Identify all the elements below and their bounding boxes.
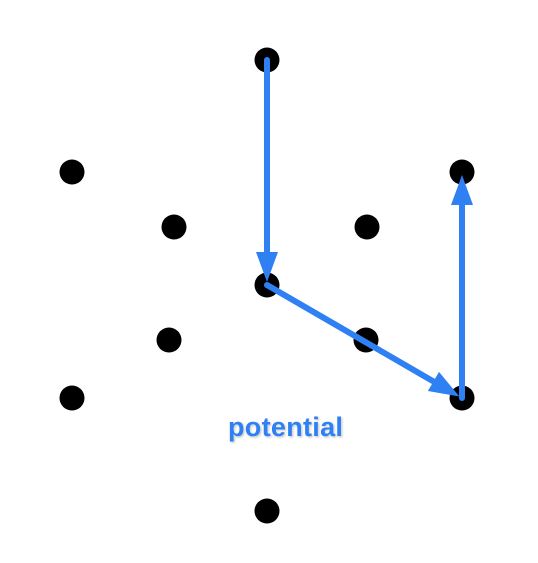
dot-upper-right bbox=[449, 159, 475, 185]
dot-inner-upper-left bbox=[161, 214, 187, 240]
dot-upper-left bbox=[59, 159, 85, 185]
arrow-top-to-center-head bbox=[256, 252, 278, 282]
arrow-center-to-lower-right-shaft bbox=[264, 282, 439, 386]
arrow-top-to-center bbox=[256, 57, 278, 282]
dots-layer bbox=[59, 47, 475, 524]
arrow-lower-right-to-upper-right-head bbox=[451, 175, 473, 205]
arrow-center-to-lower-right bbox=[264, 282, 460, 397]
arrows-layer bbox=[256, 57, 473, 401]
dot-inner-upper-right bbox=[354, 214, 380, 240]
dot-bottom bbox=[254, 498, 280, 524]
potential-label: potential bbox=[228, 412, 344, 442]
dot-inner-lower-left bbox=[156, 327, 182, 353]
arrow-center-to-lower-right-head bbox=[427, 371, 460, 397]
arrow-lower-right-to-upper-right bbox=[451, 175, 473, 401]
dot-lower-left bbox=[59, 385, 85, 411]
